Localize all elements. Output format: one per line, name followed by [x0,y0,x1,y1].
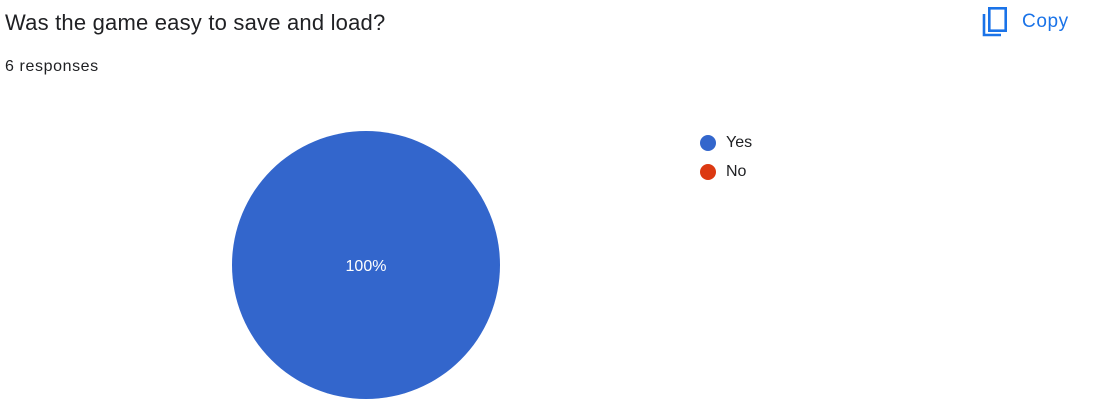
pie-slice-yes[interactable] [232,131,500,399]
copy-label: Copy [1022,11,1069,32]
legend-swatch-no [700,163,716,180]
chart-legend: Yes No [700,128,752,186]
copy-button[interactable]: Copy [976,4,1075,40]
pie-label-yes: 100% [346,258,387,275]
legend-label-yes: Yes [726,133,753,151]
question-title: Was the game easy to save and load? [5,10,386,35]
copy-icon [982,7,1007,37]
legend-item-no[interactable]: No [700,157,752,186]
response-count: 6 responses [5,58,99,75]
legend-swatch-yes [700,134,716,151]
legend-label-no: No [726,162,747,180]
legend-item-yes[interactable]: Yes [700,128,752,157]
